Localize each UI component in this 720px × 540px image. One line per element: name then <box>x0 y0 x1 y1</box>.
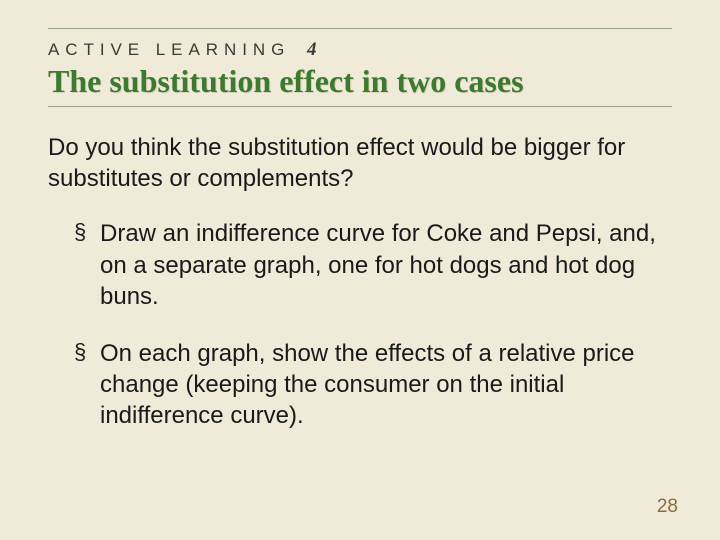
eyebrow-number: 4 <box>307 39 317 60</box>
slide-title: The substitution effect in two cases <box>48 63 672 100</box>
page-number: 28 <box>657 496 678 518</box>
list-item: On each graph, show the effects of a rel… <box>74 338 672 432</box>
rule-bottom <box>48 106 672 107</box>
bullet-list: Draw an indifference curve for Coke and … <box>48 218 672 431</box>
eyebrow: ACTIVE LEARNING 4 <box>48 39 672 61</box>
eyebrow-text: ACTIVE LEARNING <box>48 40 290 59</box>
question-text: Do you think the substitution effect wou… <box>48 133 672 194</box>
list-item: Draw an indifference curve for Coke and … <box>74 218 672 312</box>
rule-top <box>48 28 672 29</box>
slide: ACTIVE LEARNING 4 The substitution effec… <box>0 0 720 540</box>
